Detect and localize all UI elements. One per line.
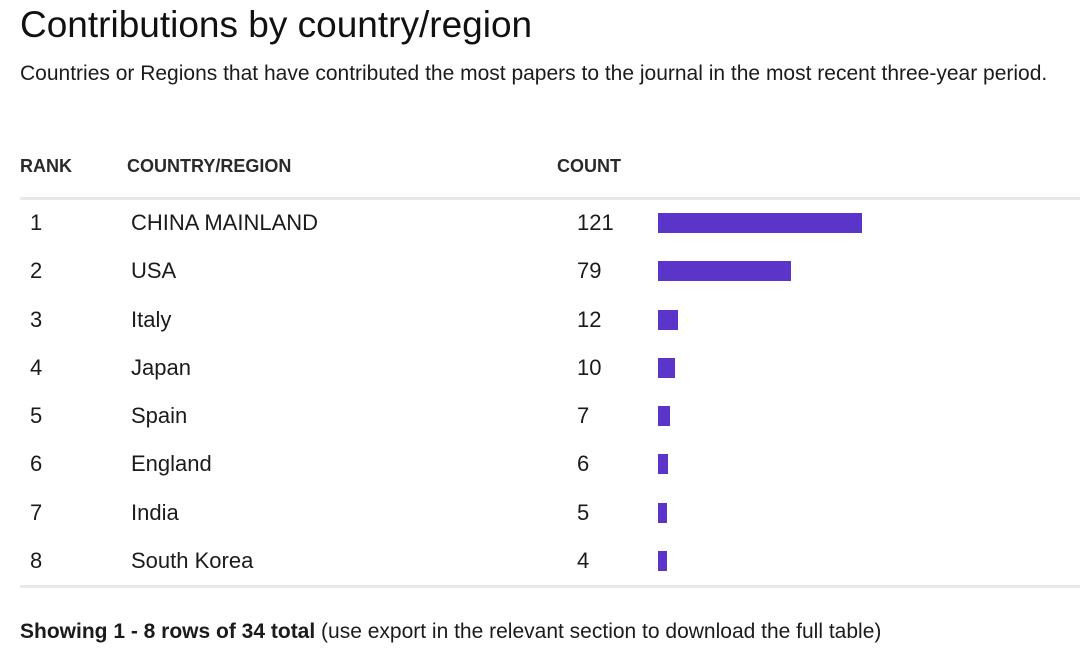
table-row[interactable]: 6 England 6 <box>20 440 1080 488</box>
table-row[interactable]: 3 Italy 12 <box>20 296 1080 344</box>
count-bar <box>658 551 667 572</box>
column-header-count[interactable]: COUNT <box>557 156 621 176</box>
rank-cell: 8 <box>30 548 43 574</box>
count-cell: 10 <box>577 354 602 380</box>
count-bar <box>658 454 668 475</box>
table-bottom-divider <box>20 585 1080 588</box>
rank-cell: 7 <box>30 499 43 525</box>
column-header-country[interactable]: COUNTRY/REGION <box>127 156 292 176</box>
page-title: Contributions by country/region <box>20 4 533 45</box>
rank-cell: 6 <box>30 451 43 477</box>
column-header-rank[interactable]: RANK <box>20 156 72 176</box>
rank-cell: 3 <box>30 306 43 332</box>
table-row[interactable]: 7 India 5 <box>20 489 1080 537</box>
count-cell: 6 <box>577 451 590 477</box>
footer-row-count: Showing 1 - 8 rows of 34 total <box>20 620 316 643</box>
count-bar <box>658 309 678 330</box>
count-cell: 7 <box>577 403 590 429</box>
table-body: 1 CHINA MAINLAND 121 2 USA 79 3 Italy 12 4 Japan 10… <box>20 199 1080 585</box>
footer-export-hint: (use export in the relevant section to d… <box>315 620 882 643</box>
country-cell: USA <box>131 258 177 284</box>
count-cell: 4 <box>577 548 590 574</box>
table-row[interactable]: 8 South Korea 4 <box>20 537 1080 585</box>
table-header: RANK COUNTRY/REGION COUNT <box>20 154 1080 178</box>
country-cell: CHINA MAINLAND <box>131 210 319 235</box>
count-bar <box>658 213 862 233</box>
count-bar <box>658 261 791 282</box>
country-cell: England <box>131 451 212 477</box>
table-row[interactable]: 4 Japan 10 <box>20 344 1080 392</box>
table-footer: Showing 1 - 8 rows of 34 total (use expo… <box>20 618 881 646</box>
table-top-divider <box>20 197 1080 200</box>
count-bar <box>658 502 667 523</box>
count-cell: 79 <box>577 258 602 284</box>
count-cell: 121 <box>577 210 614 235</box>
rank-cell: 4 <box>30 354 43 380</box>
table-row[interactable]: 5 Spain 7 <box>20 392 1080 440</box>
rank-cell: 5 <box>30 403 43 429</box>
country-cell: Japan <box>131 354 191 380</box>
rank-cell: 1 <box>30 210 43 235</box>
count-cell: 12 <box>577 306 602 332</box>
count-bar <box>658 357 675 378</box>
table-row[interactable]: 1 CHINA MAINLAND 121 <box>20 199 1080 247</box>
country-cell: Spain <box>131 403 188 429</box>
page-subtitle: Countries or Regions that have contribut… <box>20 62 1048 85</box>
country-cell: India <box>131 499 179 525</box>
country-cell: Italy <box>131 306 172 332</box>
count-cell: 5 <box>577 499 590 525</box>
country-cell: South Korea <box>131 548 254 574</box>
table-row[interactable]: 2 USA 79 <box>20 247 1080 295</box>
rank-cell: 2 <box>30 258 43 284</box>
count-bar <box>658 406 670 427</box>
